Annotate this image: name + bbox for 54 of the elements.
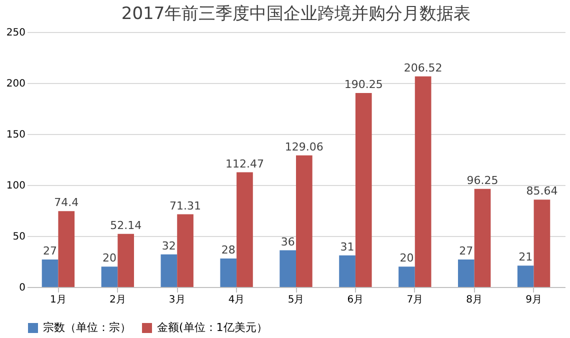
- data-label: 71.31: [170, 199, 202, 212]
- y-tick-label: 50: [12, 232, 26, 242]
- data-label: 32: [162, 239, 176, 252]
- x-tick-label: 9月: [526, 294, 542, 306]
- x-tick-label: 1月: [50, 294, 66, 306]
- bar: [101, 266, 118, 287]
- data-label: 85.64: [526, 184, 558, 198]
- y-tick-label: 200: [6, 78, 26, 90]
- data-label: 206.52: [404, 61, 442, 74]
- x-tick-label: 6月: [347, 294, 364, 306]
- bar: [458, 259, 474, 287]
- data-label: 27: [459, 244, 474, 258]
- bar: [58, 211, 75, 287]
- bar: [398, 266, 415, 287]
- x-tick-label: 5月: [288, 294, 304, 306]
- bar: [220, 258, 237, 287]
- data-label: 20: [400, 252, 414, 265]
- bar: [160, 254, 178, 287]
- legend-label: 金额(单位：1亿美元）: [157, 321, 268, 334]
- data-label: 52.14: [110, 218, 142, 232]
- x-tick-label: 2月: [109, 294, 126, 306]
- bar: [177, 214, 194, 287]
- bar: [118, 234, 134, 287]
- y-tick-label: 150: [6, 130, 26, 140]
- data-label: 129.06: [284, 140, 324, 154]
- bar: [355, 92, 372, 287]
- bar: [42, 259, 58, 287]
- data-label: 96.25: [466, 174, 498, 187]
- bar: [296, 155, 312, 287]
- y-tick-label: 250: [6, 28, 26, 38]
- y-tick-label: 100: [6, 180, 26, 192]
- data-label: 112.47: [225, 157, 264, 170]
- x-tick-label: 3月: [168, 294, 186, 306]
- x-tick-label: 8月: [466, 294, 483, 306]
- data-label: 31: [340, 240, 354, 254]
- bar: [474, 188, 491, 287]
- bar: [517, 266, 534, 287]
- x-tick-label: 7月: [406, 294, 424, 306]
- data-label: 27: [43, 244, 58, 258]
- bar: [414, 76, 432, 287]
- data-label: 36: [280, 235, 295, 248]
- data-label: 190.25: [344, 78, 383, 91]
- bar: [339, 255, 356, 287]
- data-label: 74.4: [54, 196, 79, 210]
- bar: [534, 200, 550, 287]
- chart-title: 2017年前三季度中国企业跨境并购分月数据表: [121, 4, 471, 24]
- data-label: 20: [102, 252, 116, 265]
- legend-label: 宗数（单位：宗）: [43, 321, 131, 334]
- x-tick-label: 4月: [228, 294, 245, 306]
- data-label: 21: [518, 250, 533, 264]
- data-label: 28: [221, 243, 236, 256]
- bar: [280, 250, 296, 287]
- y-tick-label: 0: [19, 282, 26, 294]
- bar: [236, 172, 253, 287]
